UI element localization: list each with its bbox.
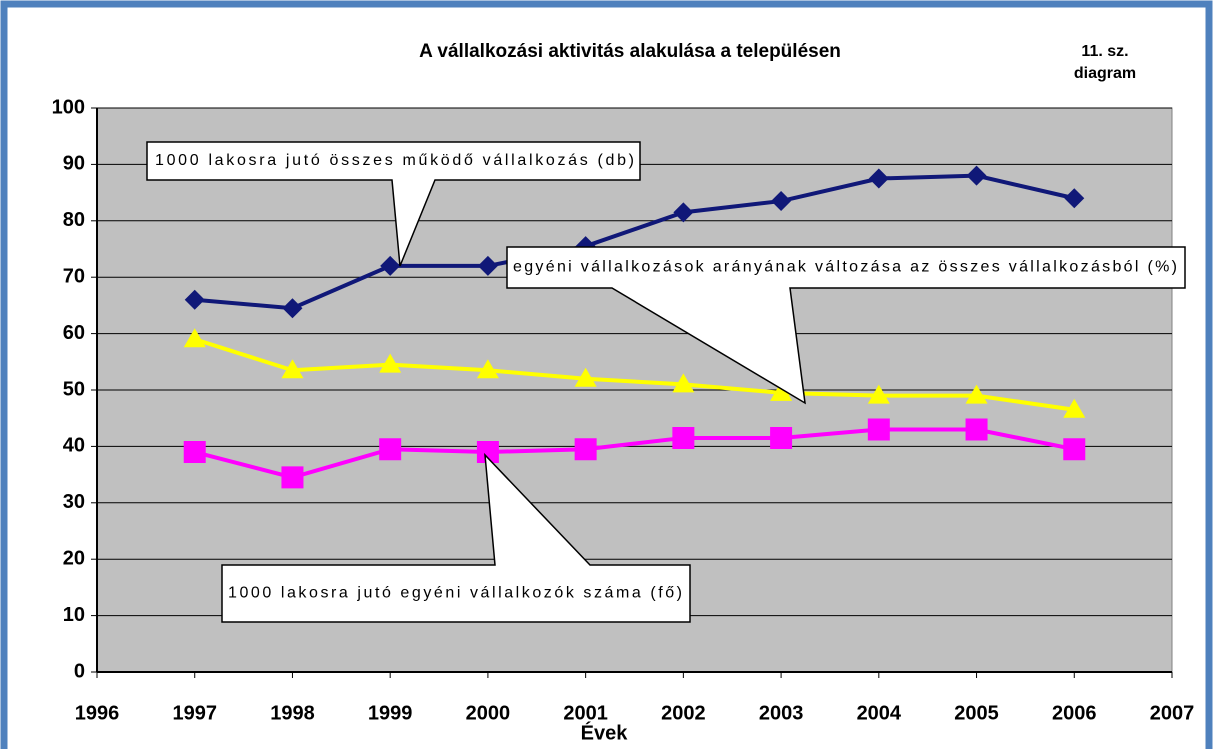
point — [1064, 188, 1085, 209]
point — [184, 289, 205, 310]
point — [476, 359, 499, 379]
point — [1063, 398, 1086, 418]
point — [867, 384, 890, 404]
legend-label: 1000 lakosra jutó összes működő vállalko… — [155, 152, 634, 169]
x-tick-label: 1996 — [75, 702, 120, 724]
point — [379, 353, 402, 373]
point — [281, 466, 304, 489]
point — [1063, 438, 1086, 461]
series-line — [194, 173, 1075, 311]
point — [574, 367, 597, 387]
point — [673, 202, 694, 223]
point — [281, 359, 304, 379]
point — [867, 418, 890, 441]
point — [476, 441, 499, 464]
point — [379, 438, 402, 461]
x-tick-label: 2000 — [466, 702, 511, 724]
x-tick-label: 2001 — [563, 702, 608, 724]
x-tick-label: 2003 — [759, 702, 804, 724]
point — [770, 426, 793, 449]
point — [771, 191, 792, 212]
x-tick-label: 2004 — [857, 702, 902, 724]
x-tick-label: 2002 — [661, 702, 706, 724]
y-tick-label: 40 — [63, 435, 85, 457]
x-tick-label: 1999 — [368, 702, 413, 724]
callout-box — [506, 246, 1186, 405]
series-line — [194, 337, 1075, 412]
y-tick-label: 90 — [63, 153, 85, 175]
y-tick-label: 70 — [63, 265, 85, 287]
y-tick-label: 10 — [63, 604, 85, 626]
y-tick-label: 30 — [63, 491, 85, 513]
note: diagram — [1074, 65, 1136, 82]
y-tick-label: 20 — [63, 547, 85, 569]
y-tick-label: 100 — [52, 96, 85, 118]
point — [380, 255, 401, 276]
y-tick-label: 50 — [63, 378, 85, 400]
x-tick-label: 1998 — [270, 702, 315, 724]
note: 11. sz. — [1081, 43, 1128, 60]
point — [477, 255, 498, 276]
point — [282, 298, 303, 319]
point — [672, 373, 695, 393]
chart-title: A vállalkozási aktivitás alakulása a tel… — [419, 41, 841, 62]
x-tick-label: 2005 — [954, 702, 999, 724]
x-tick-label: 2006 — [1052, 702, 1097, 724]
x-tick-label: 2007 — [1150, 702, 1195, 724]
point — [965, 384, 988, 404]
point — [965, 418, 988, 441]
y-tick-label: 60 — [63, 322, 85, 344]
point — [183, 328, 206, 348]
y-tick-label: 80 — [63, 209, 85, 231]
point — [966, 165, 987, 186]
x-tick-label: 1997 — [172, 702, 217, 724]
point — [672, 426, 695, 449]
x-axis-label: Évek — [581, 721, 629, 744]
y-tick-label: 0 — [74, 660, 85, 682]
point — [574, 438, 597, 461]
legend-label: egyéni vállalkozások arányának változása… — [513, 259, 1177, 276]
point — [770, 381, 793, 401]
point — [183, 441, 206, 464]
series-line — [194, 427, 1075, 480]
point — [868, 168, 889, 189]
callout-box — [221, 452, 691, 623]
callout-box — [146, 141, 641, 267]
